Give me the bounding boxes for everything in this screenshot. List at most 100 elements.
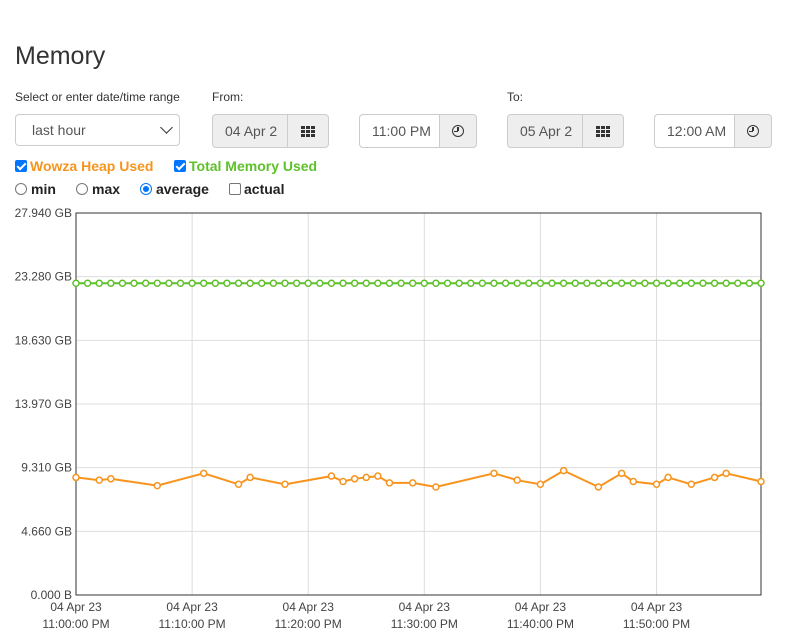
data-point-wowza-heap-used (559, 466, 568, 475)
radio[interactable] (15, 183, 27, 195)
data-point-total-memory-used (199, 279, 208, 288)
data-point-total-memory-used (83, 279, 92, 288)
from-label: From: (212, 90, 244, 104)
data-point-total-memory-used (281, 279, 289, 288)
data-point-total-memory-used (455, 279, 463, 288)
calendar-grid-icon (596, 125, 610, 137)
data-point-total-memory-used (490, 279, 498, 288)
data-point-total-memory-used (699, 279, 707, 288)
data-point-total-memory-used (443, 279, 452, 288)
data-point-wowza-heap-used (339, 477, 347, 486)
range-select-value: last hour (32, 122, 86, 138)
radio[interactable] (76, 183, 88, 195)
agg-option-average-label: average (156, 181, 209, 197)
data-point-total-memory-used (594, 279, 603, 288)
y-tick-label: 23.280 GB (15, 270, 72, 284)
actual-toggle[interactable]: actual (229, 181, 284, 197)
data-point-wowza-heap-used (629, 477, 638, 486)
data-point-total-memory-used (246, 279, 254, 288)
x-tick-time: 11:20:00 PM (275, 617, 342, 631)
data-point-wowza-heap-used (536, 480, 545, 489)
data-point-total-memory-used (72, 279, 80, 288)
data-point-total-memory-used (385, 279, 394, 288)
x-tick-date: 04 Apr 23 (283, 600, 335, 614)
from-time-picker-button[interactable] (440, 114, 477, 148)
agg-option-average[interactable]: average (140, 181, 209, 197)
chart-series (72, 279, 765, 491)
calendar-grid-icon (301, 125, 315, 137)
data-point-wowza-heap-used (617, 469, 626, 478)
data-point-total-memory-used (397, 279, 405, 288)
data-point-total-memory-used (664, 279, 672, 288)
checkbox[interactable] (15, 160, 27, 172)
from-time-input[interactable]: 11:00 PM (359, 114, 440, 148)
data-point-total-memory-used (153, 279, 162, 288)
to-label: To: (507, 90, 524, 104)
to-date-input[interactable]: 05 Apr 2 (507, 114, 583, 148)
data-point-wowza-heap-used (350, 475, 359, 483)
wowza-heap-toggle[interactable]: Wowza Heap Used (15, 158, 153, 174)
checkbox[interactable] (229, 183, 241, 195)
data-point-total-memory-used (316, 279, 324, 288)
data-point-wowza-heap-used (432, 483, 440, 491)
data-point-total-memory-used (95, 279, 103, 288)
y-tick-label: 27.940 GB (15, 206, 72, 220)
from-date-input[interactable]: 04 Apr 2 (212, 114, 288, 148)
data-point-total-memory-used (420, 279, 429, 288)
data-point-total-memory-used (757, 279, 765, 288)
data-point-total-memory-used (130, 279, 138, 288)
data-point-total-memory-used (107, 279, 115, 288)
data-point-wowza-heap-used (757, 477, 765, 486)
data-point-total-memory-used (223, 279, 231, 288)
to-time-picker-button[interactable] (735, 114, 772, 148)
x-tick-time: 11:00:00 PM (42, 617, 109, 631)
checkbox[interactable] (174, 160, 186, 172)
clock-icon (452, 125, 464, 137)
page-title: Memory (15, 42, 106, 70)
data-point-total-memory-used (525, 279, 533, 288)
from-date-picker-button[interactable] (288, 114, 329, 148)
y-tick-label: 18.630 GB (15, 333, 72, 347)
data-point-wowza-heap-used (652, 480, 661, 489)
data-point-total-memory-used (362, 279, 371, 288)
data-point-total-memory-used (687, 279, 696, 288)
total-memory-toggle-label: Total Memory Used (189, 158, 318, 174)
plot-frame (75, 212, 762, 596)
data-point-wowza-heap-used (95, 476, 103, 484)
agg-option-min-label: min (31, 181, 56, 197)
data-point-wowza-heap-used (408, 479, 417, 487)
data-point-total-memory-used (745, 279, 754, 288)
data-point-total-memory-used (176, 279, 185, 288)
total-memory-toggle[interactable]: Total Memory Used (174, 158, 317, 174)
agg-option-min[interactable]: min (15, 181, 56, 197)
wowza-heap-toggle-label: Wowza Heap Used (30, 158, 154, 174)
clock-icon (747, 125, 759, 137)
data-point-total-memory-used (710, 279, 719, 288)
data-point-wowza-heap-used (687, 480, 696, 489)
data-point-wowza-heap-used (199, 469, 208, 478)
data-point-total-memory-used (350, 279, 359, 288)
y-tick-label: 13.970 GB (15, 397, 72, 411)
data-point-wowza-heap-used (385, 479, 394, 487)
y-tick-label: 0.000 B (31, 588, 72, 602)
data-point-total-memory-used (211, 279, 220, 288)
data-point-total-memory-used (269, 279, 278, 288)
data-point-total-memory-used (466, 279, 475, 288)
data-point-wowza-heap-used (664, 473, 672, 482)
data-point-wowza-heap-used (234, 480, 243, 489)
data-point-total-memory-used (292, 279, 301, 288)
x-tick-date: 04 Apr 23 (631, 600, 683, 614)
data-point-wowza-heap-used (594, 483, 603, 491)
agg-option-max[interactable]: max (76, 181, 120, 197)
range-select[interactable]: last hour (15, 114, 180, 146)
to-time-input[interactable]: 12:00 AM (654, 114, 735, 148)
data-point-total-memory-used (629, 279, 638, 288)
data-point-total-memory-used (722, 279, 730, 288)
x-tick-date: 04 Apr 23 (166, 600, 218, 614)
data-point-total-memory-used (258, 279, 266, 288)
data-point-total-memory-used (118, 279, 127, 288)
to-date-picker-button[interactable] (583, 114, 624, 148)
x-axis-ticks: 04 Apr 23 11:00:00 PM 04 Apr 23 11:10:00 PM… (42, 600, 690, 631)
data-point-total-memory-used (501, 279, 510, 288)
radio[interactable] (140, 183, 152, 195)
